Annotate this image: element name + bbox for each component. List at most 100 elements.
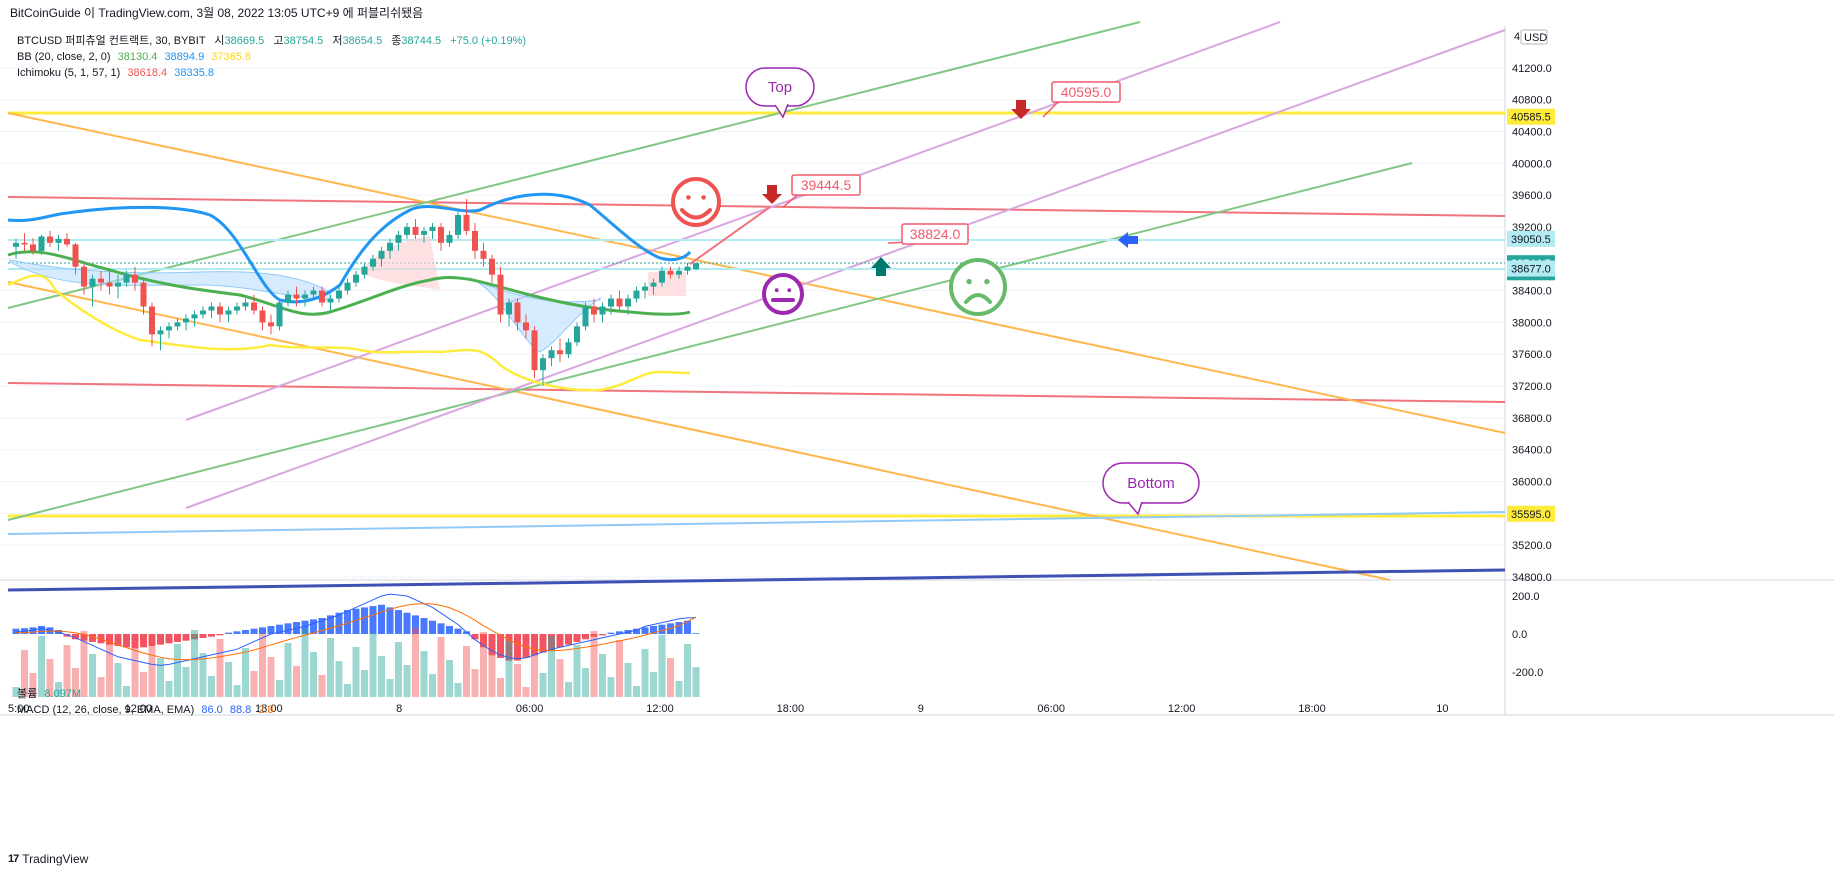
bb-mid-value: 38130.4 bbox=[117, 51, 158, 63]
candle-body bbox=[191, 314, 198, 319]
candle-body bbox=[106, 282, 113, 287]
channel-red-bottom bbox=[7, 382, 1506, 403]
macd-hist-bar bbox=[208, 634, 215, 637]
macd-hist-bar bbox=[675, 622, 683, 634]
candle-body bbox=[455, 215, 461, 235]
macd-hist-bar bbox=[38, 626, 45, 634]
macd-hist-bar bbox=[335, 612, 343, 634]
volume-bar bbox=[531, 650, 538, 697]
macd-hist-bar bbox=[174, 634, 181, 642]
cloud-area-3 bbox=[360, 236, 440, 290]
macd-hist-bar bbox=[548, 634, 555, 650]
candle-body bbox=[47, 236, 53, 243]
candle-body bbox=[276, 302, 283, 327]
price-label: 40585.5 bbox=[1511, 112, 1551, 124]
candle-body bbox=[514, 302, 521, 323]
time-tick: 5:00 bbox=[8, 703, 29, 715]
time-tick: 18:00 bbox=[1298, 703, 1326, 715]
candle-body bbox=[642, 286, 648, 291]
bb-lower-line bbox=[7, 274, 691, 392]
macd-hist-bar bbox=[225, 632, 232, 634]
macd-hist-bar bbox=[514, 634, 521, 661]
volume-label: 볼륨 bbox=[17, 688, 38, 700]
candle-body bbox=[319, 290, 325, 303]
callout-39444-text: 39444.5 bbox=[801, 177, 852, 193]
volume-bar bbox=[208, 676, 215, 697]
volume-bar bbox=[403, 665, 411, 697]
candle-body bbox=[446, 234, 453, 243]
volume-bar bbox=[123, 686, 130, 697]
macd-hist-bar bbox=[344, 610, 351, 634]
bb-label: BB (20, close, 2, 0) bbox=[17, 51, 111, 63]
price-tick: 41200.0 bbox=[1512, 63, 1552, 75]
cloud-area-1 bbox=[9, 259, 331, 301]
macd-hist-bar bbox=[191, 634, 198, 640]
volume-bar bbox=[624, 663, 632, 697]
volume-row[interactable]: 볼륨 8.097M bbox=[17, 686, 274, 702]
volume-bar bbox=[80, 631, 88, 697]
macd-hist-bar bbox=[412, 615, 419, 634]
ichimoku-row[interactable]: Ichimoku (5, 1, 57, 1) 38618.4 38335.8 bbox=[17, 65, 526, 81]
volume-bar bbox=[522, 687, 530, 697]
volume-bar bbox=[344, 684, 351, 697]
candle-body bbox=[616, 298, 623, 307]
macd-hist-bar bbox=[633, 628, 640, 634]
volume-bar bbox=[250, 671, 258, 697]
menu-icon: 4 bbox=[1514, 31, 1520, 43]
candle-body bbox=[200, 310, 206, 315]
macd-label: MACD (12, 26, close, 9, EMA, EMA) bbox=[17, 704, 195, 716]
smiley-dizzy-icon-eye bbox=[984, 278, 990, 285]
macd-tick: 200.0 bbox=[1512, 591, 1540, 603]
candle-body bbox=[608, 298, 614, 307]
high-value: 38754.5 bbox=[283, 35, 324, 47]
volume-bar bbox=[182, 667, 190, 697]
low-value: 38654.5 bbox=[342, 35, 383, 47]
macd-value: 86.0 bbox=[201, 704, 223, 716]
volume-bar bbox=[616, 640, 623, 697]
volume-bar bbox=[497, 678, 504, 697]
candle-body bbox=[259, 310, 266, 323]
volume-bar bbox=[437, 637, 445, 697]
volume-bar bbox=[599, 654, 606, 697]
candle-body bbox=[208, 306, 215, 311]
macd-hist-bar bbox=[692, 633, 700, 634]
candle-body bbox=[676, 270, 682, 275]
bb-row[interactable]: BB (20, close, 2, 0) 38130.4 38894.9 373… bbox=[17, 49, 526, 65]
macd-hist-bar bbox=[522, 634, 530, 658]
low-label: 저 bbox=[332, 35, 343, 47]
smiley-neutral-icon-outline bbox=[762, 273, 804, 315]
macd-hist-bar bbox=[318, 618, 326, 634]
ichimoku-a-value: 38618.4 bbox=[127, 67, 168, 79]
candle-body bbox=[72, 244, 79, 267]
macd-row[interactable]: MACD (12, 26, close, 9, EMA, EMA) 86.0 8… bbox=[17, 702, 274, 718]
close-label: 종 bbox=[391, 35, 402, 47]
macd-hist-bar bbox=[471, 634, 479, 640]
macd-hist-bar bbox=[395, 610, 402, 634]
candle-body bbox=[132, 274, 138, 283]
tradingview-logo-icon: 17 bbox=[8, 853, 19, 865]
macd-hist-bar bbox=[378, 604, 385, 634]
time-tick: 12:00 bbox=[646, 703, 674, 715]
symbol-label: BTCUSD 퍼피츄얼 컨트랙트, 30, BYBIT bbox=[17, 35, 206, 47]
volume-value: 8.097M bbox=[44, 688, 82, 700]
macd-hist-bar bbox=[123, 634, 130, 648]
candle-body bbox=[21, 242, 28, 245]
macd-tick: -200.0 bbox=[1512, 667, 1543, 679]
footer[interactable]: 17 TradingView bbox=[8, 852, 88, 866]
candle-body bbox=[310, 290, 317, 295]
price-tick: 40800.0 bbox=[1512, 95, 1552, 107]
hist-value: 2.8 bbox=[258, 704, 274, 716]
smiley-dizzy-icon-outline bbox=[949, 258, 1007, 316]
price-tick: 40000.0 bbox=[1512, 158, 1552, 170]
macd-line bbox=[15, 593, 697, 666]
sub-legend: 볼륨 8.097M MACD (12, 26, close, 9, EMA, E… bbox=[17, 686, 274, 718]
projection-arrow bbox=[689, 206, 771, 265]
macd-hist-bar bbox=[284, 623, 292, 634]
candle-body bbox=[115, 282, 121, 287]
price-label-bg bbox=[1507, 230, 1555, 247]
arrow-left-icon bbox=[1118, 232, 1138, 248]
volume-bar bbox=[420, 651, 428, 697]
candle-body bbox=[693, 263, 699, 270]
macd-hist-bar bbox=[650, 626, 657, 634]
